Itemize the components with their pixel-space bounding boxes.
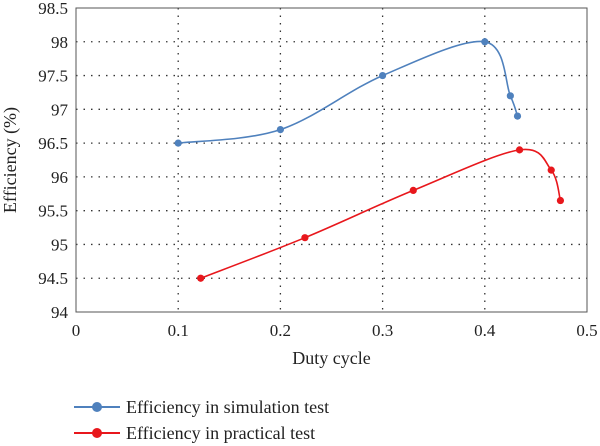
x-tick-label: 0.2 xyxy=(270,321,291,340)
legend: Efficiency in simulation test Efficiency… xyxy=(74,394,329,446)
x-tick-label: 0.5 xyxy=(576,321,597,340)
legend-item-practical: Efficiency in practical test xyxy=(74,420,329,446)
y-tick-label: 96 xyxy=(51,168,68,187)
y-tick-label: 97 xyxy=(51,100,69,119)
legend-swatch-practical xyxy=(74,428,120,438)
y-tick-labels: 94 94.5 95 95.5 96 96.5 97 97.5 98 98.5 xyxy=(38,0,68,322)
y-tick-label: 94 xyxy=(51,303,69,322)
data-point-series-1 xyxy=(547,166,555,174)
data-point-series-1 xyxy=(197,274,205,282)
y-tick-label: 98 xyxy=(51,33,68,52)
series-line-1 xyxy=(200,148,562,279)
series-lines xyxy=(178,40,562,279)
data-point-series-1 xyxy=(556,196,565,205)
x-tick-labels: 0 0.1 0.2 0.3 0.4 0.5 xyxy=(72,321,598,340)
y-tick-label: 98.5 xyxy=(38,0,68,18)
data-point-series-1 xyxy=(301,234,309,242)
data-point-series-0 xyxy=(174,139,182,147)
data-point-series-1 xyxy=(409,186,417,194)
data-point-series-1 xyxy=(515,146,524,154)
y-tick-label: 94.5 xyxy=(38,269,68,288)
y-tick-label: 97.5 xyxy=(38,67,68,86)
data-point-series-0 xyxy=(513,112,522,120)
plot-frame xyxy=(75,7,588,313)
legend-item-simulation: Efficiency in simulation test xyxy=(74,394,329,420)
x-tick-label: 0.4 xyxy=(474,321,496,340)
x-tick-label: 0.3 xyxy=(372,321,393,340)
x-axis-label: Duty cycle xyxy=(292,348,370,368)
data-point-series-0 xyxy=(481,38,489,46)
y-tick-label: 96.5 xyxy=(38,134,68,153)
series-points xyxy=(174,38,565,282)
x-tick-label: 0 xyxy=(72,321,81,340)
legend-swatch-simulation xyxy=(74,402,120,412)
y-axis-label: Efficiency (%) xyxy=(0,107,21,213)
y-tick-label: 95 xyxy=(51,235,68,254)
grid-lines xyxy=(76,8,587,312)
y-tick-label: 95.5 xyxy=(38,202,68,221)
legend-label-practical: Efficiency in practical test xyxy=(126,422,316,443)
data-point-series-0 xyxy=(379,71,387,80)
series-line-0 xyxy=(178,40,519,144)
data-point-series-0 xyxy=(276,126,284,134)
x-tick-label: 0.1 xyxy=(168,321,189,340)
legend-label-simulation: Efficiency in simulation test xyxy=(126,396,330,417)
data-point-series-0 xyxy=(506,92,514,100)
